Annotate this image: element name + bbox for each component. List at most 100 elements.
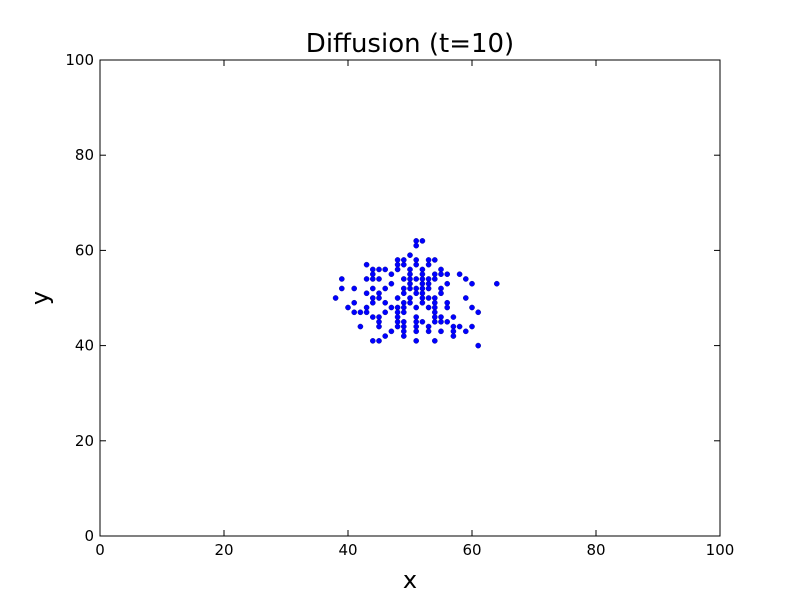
data-point bbox=[413, 304, 420, 311]
data-point bbox=[413, 242, 420, 249]
data-point bbox=[351, 285, 358, 292]
data-point bbox=[419, 266, 426, 273]
data-point bbox=[345, 304, 351, 311]
data-point bbox=[419, 299, 426, 306]
data-point bbox=[369, 271, 376, 278]
data-point bbox=[400, 318, 407, 325]
data-point bbox=[469, 323, 475, 330]
data-point bbox=[388, 271, 395, 278]
x-tick-label: 0 bbox=[95, 541, 105, 559]
data-point bbox=[382, 299, 389, 306]
data-point bbox=[357, 309, 364, 316]
data-point bbox=[462, 328, 469, 335]
data-point bbox=[425, 304, 432, 311]
data-point bbox=[357, 323, 364, 330]
data-point bbox=[394, 295, 401, 301]
data-point bbox=[394, 304, 401, 311]
data-point bbox=[382, 309, 389, 316]
data-point bbox=[376, 338, 382, 344]
data-point bbox=[376, 266, 382, 273]
x-tick-label: 40 bbox=[338, 541, 357, 559]
data-point bbox=[419, 318, 426, 325]
data-point bbox=[431, 338, 438, 344]
data-point bbox=[407, 295, 413, 301]
data-point bbox=[431, 318, 438, 325]
data-point bbox=[400, 323, 407, 330]
data-point bbox=[431, 257, 438, 263]
data-point bbox=[407, 299, 413, 306]
data-point bbox=[419, 238, 426, 244]
data-point bbox=[419, 295, 426, 301]
x-tick-label: 100 bbox=[706, 541, 735, 559]
data-point bbox=[376, 314, 382, 320]
data-point bbox=[419, 271, 426, 278]
data-point bbox=[444, 271, 451, 278]
data-point bbox=[469, 304, 475, 311]
y-axis-label: y bbox=[26, 291, 54, 305]
data-point bbox=[338, 276, 345, 282]
data-point bbox=[475, 309, 482, 316]
data-point bbox=[363, 309, 370, 316]
data-point bbox=[425, 261, 432, 268]
data-point bbox=[407, 285, 413, 292]
data-point bbox=[431, 271, 438, 278]
data-point bbox=[419, 276, 426, 282]
data-point bbox=[369, 266, 376, 273]
data-point bbox=[425, 257, 432, 263]
data-point bbox=[450, 323, 457, 330]
data-point bbox=[450, 333, 457, 339]
y-tick-label: 100 bbox=[65, 51, 94, 69]
data-point bbox=[376, 295, 382, 301]
data-point bbox=[394, 318, 401, 325]
data-point bbox=[444, 304, 451, 311]
data-point bbox=[425, 280, 432, 287]
data-point bbox=[456, 323, 463, 330]
data-point bbox=[431, 314, 438, 320]
y-tick-label: 40 bbox=[75, 337, 94, 355]
data-point bbox=[407, 266, 413, 273]
data-point bbox=[413, 261, 420, 268]
y-tick-label: 80 bbox=[75, 146, 94, 164]
data-point bbox=[450, 314, 457, 320]
data-point bbox=[431, 304, 438, 311]
y-tick-label: 60 bbox=[75, 241, 94, 259]
data-point bbox=[400, 285, 407, 292]
data-point bbox=[419, 280, 426, 287]
data-point bbox=[369, 276, 376, 282]
data-point bbox=[413, 328, 420, 335]
data-point bbox=[332, 295, 339, 301]
data-point bbox=[394, 261, 401, 268]
data-point bbox=[376, 276, 382, 282]
data-point bbox=[413, 238, 420, 244]
data-point bbox=[438, 266, 444, 273]
data-point bbox=[475, 342, 482, 349]
x-tick-label: 60 bbox=[462, 541, 481, 559]
plot-frame bbox=[99, 59, 721, 537]
data-point bbox=[388, 280, 395, 287]
data-point bbox=[363, 290, 370, 297]
data-point bbox=[400, 261, 407, 268]
axis-ticks: 0 20 40 60 80 100 0 20 40 60 80 100 bbox=[65, 51, 734, 559]
data-point bbox=[400, 304, 407, 311]
data-point bbox=[431, 295, 438, 301]
data-point bbox=[438, 318, 444, 325]
data-point bbox=[469, 280, 475, 287]
data-point bbox=[425, 285, 432, 292]
data-point bbox=[425, 276, 432, 282]
data-point bbox=[444, 318, 451, 325]
data-point bbox=[493, 280, 500, 287]
data-point bbox=[376, 290, 382, 297]
data-point bbox=[400, 333, 407, 339]
data-point bbox=[450, 328, 457, 335]
data-point bbox=[351, 299, 358, 306]
data-point bbox=[394, 314, 401, 320]
data-point bbox=[407, 252, 413, 258]
data-point bbox=[363, 304, 370, 311]
data-point bbox=[438, 328, 444, 335]
data-point bbox=[394, 309, 401, 316]
data-point bbox=[407, 280, 413, 287]
data-point bbox=[413, 285, 420, 292]
data-point bbox=[394, 323, 401, 330]
data-point bbox=[394, 266, 401, 273]
